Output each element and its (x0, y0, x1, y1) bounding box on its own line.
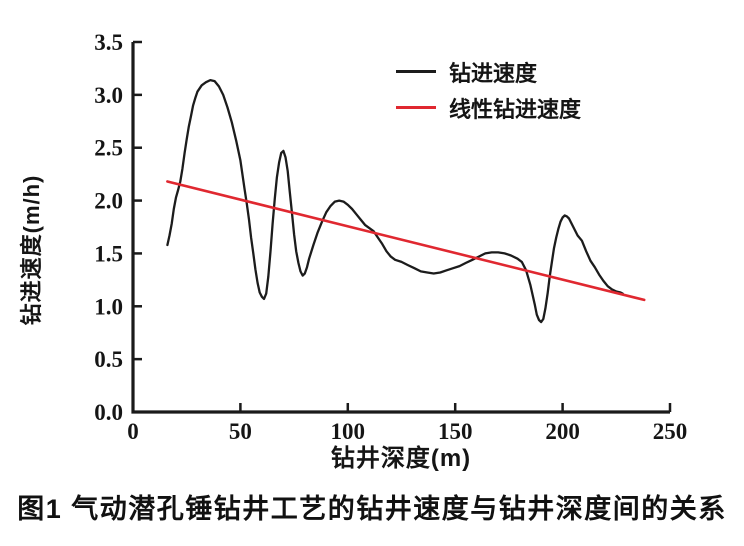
x-tick-label: 0 (127, 419, 139, 444)
x-tick-label: 200 (545, 419, 580, 444)
x-tick-label: 50 (229, 419, 252, 444)
y-axis-title: 钻进速度(m/h) (19, 174, 44, 326)
legend-item-linear-trend: 线性钻进速度 (396, 95, 581, 122)
x-axis-title: 钻井深度(m) (330, 445, 472, 472)
y-tick-label: 2.0 (94, 189, 123, 214)
x-tick-label: 150 (438, 419, 473, 444)
legend: 钻进速度 线性钻进速度 (396, 59, 581, 122)
figure-caption: 图1 气动潜孔锤钻井工艺的钻井速度与钻井深度间的关系 (17, 494, 727, 524)
y-tick-label: 0.0 (94, 400, 123, 425)
y-tick-label: 3.5 (94, 30, 123, 55)
x-tick-label: 250 (653, 419, 688, 444)
y-tick-label: 3.0 (94, 83, 123, 108)
legend-item-drilling-speed: 钻进速度 (396, 59, 581, 86)
y-tick-label: 1.0 (94, 294, 123, 319)
legend-label-linear-trend: 线性钻进速度 (449, 96, 582, 122)
y-tick-label: 0.5 (94, 347, 123, 372)
drilling-speed-line (166, 78, 624, 324)
black-line-swatch (396, 70, 436, 73)
linear-trend-line (166, 180, 646, 302)
x-tick-label: 100 (331, 419, 366, 444)
red-line-swatch (396, 106, 436, 109)
legend-label-drilling-speed: 钻进速度 (449, 60, 538, 86)
y-tick-label: 2.5 (94, 136, 123, 161)
y-tick-label: 1.5 (94, 241, 123, 266)
